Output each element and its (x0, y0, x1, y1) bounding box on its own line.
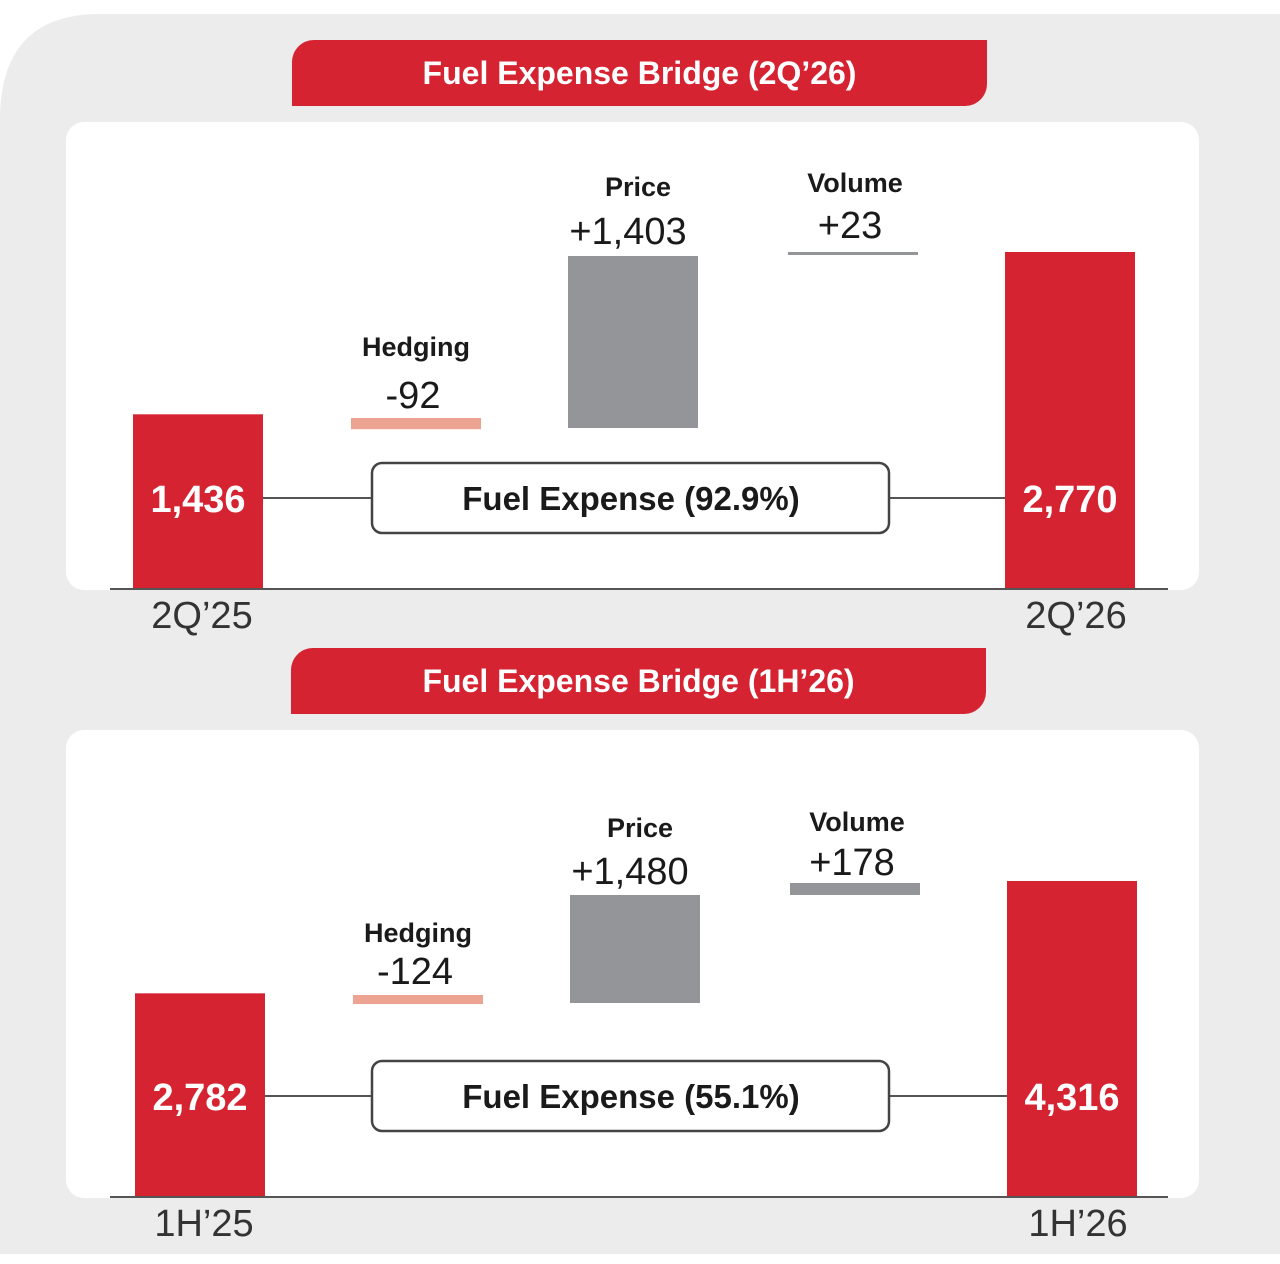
step-name-volume: Volume (809, 807, 905, 837)
value-label-volume: +23 (818, 205, 882, 247)
chart-title-2: Fuel Expense Bridge (1H’26) (291, 648, 986, 714)
bar-start (133, 414, 263, 589)
category-label-end: 2Q’26 (1025, 595, 1126, 637)
step-name-price: Price (605, 172, 671, 202)
bar-hedging (351, 418, 481, 430)
step-name-volume: Volume (807, 168, 903, 198)
bar-volume (790, 883, 920, 895)
value-label-start: 1,436 (150, 479, 245, 521)
value-label-end: 2,770 (1022, 479, 1117, 521)
value-label-end: 4,316 (1024, 1077, 1119, 1119)
category-label-start: 1H’25 (154, 1203, 253, 1245)
bar-start (135, 993, 265, 1197)
bar-price (568, 256, 698, 428)
step-name-hedging: Hedging (362, 332, 470, 362)
bar-end (1007, 881, 1137, 1197)
value-label-hedging: -92 (386, 375, 441, 417)
center-label: Fuel Expense (55.1%) (462, 1078, 799, 1115)
category-label-end: 1H’26 (1028, 1203, 1127, 1245)
bar-price (570, 895, 700, 1003)
center-label-box (370, 461, 891, 535)
bar-hedging (353, 995, 483, 1005)
bar-volume (788, 252, 918, 255)
bar-end (1005, 252, 1135, 589)
center-label-box (370, 1059, 891, 1133)
value-label-start: 2,782 (152, 1077, 247, 1119)
category-label-start: 2Q’25 (151, 595, 252, 637)
value-label-hedging: -124 (377, 951, 453, 993)
chart-title-1: Fuel Expense Bridge (2Q’26) (292, 40, 987, 106)
value-label-price: +1,480 (571, 851, 688, 893)
step-name-hedging: Hedging (364, 918, 472, 948)
center-label: Fuel Expense (92.9%) (462, 480, 799, 517)
value-label-price: +1,403 (569, 211, 686, 253)
value-label-volume: +178 (809, 842, 895, 884)
step-name-price: Price (607, 813, 673, 843)
